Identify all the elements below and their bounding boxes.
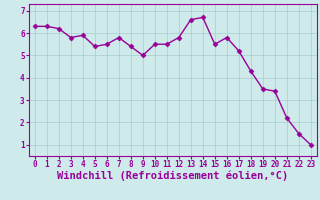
X-axis label: Windchill (Refroidissement éolien,°C): Windchill (Refroidissement éolien,°C) bbox=[57, 171, 288, 181]
